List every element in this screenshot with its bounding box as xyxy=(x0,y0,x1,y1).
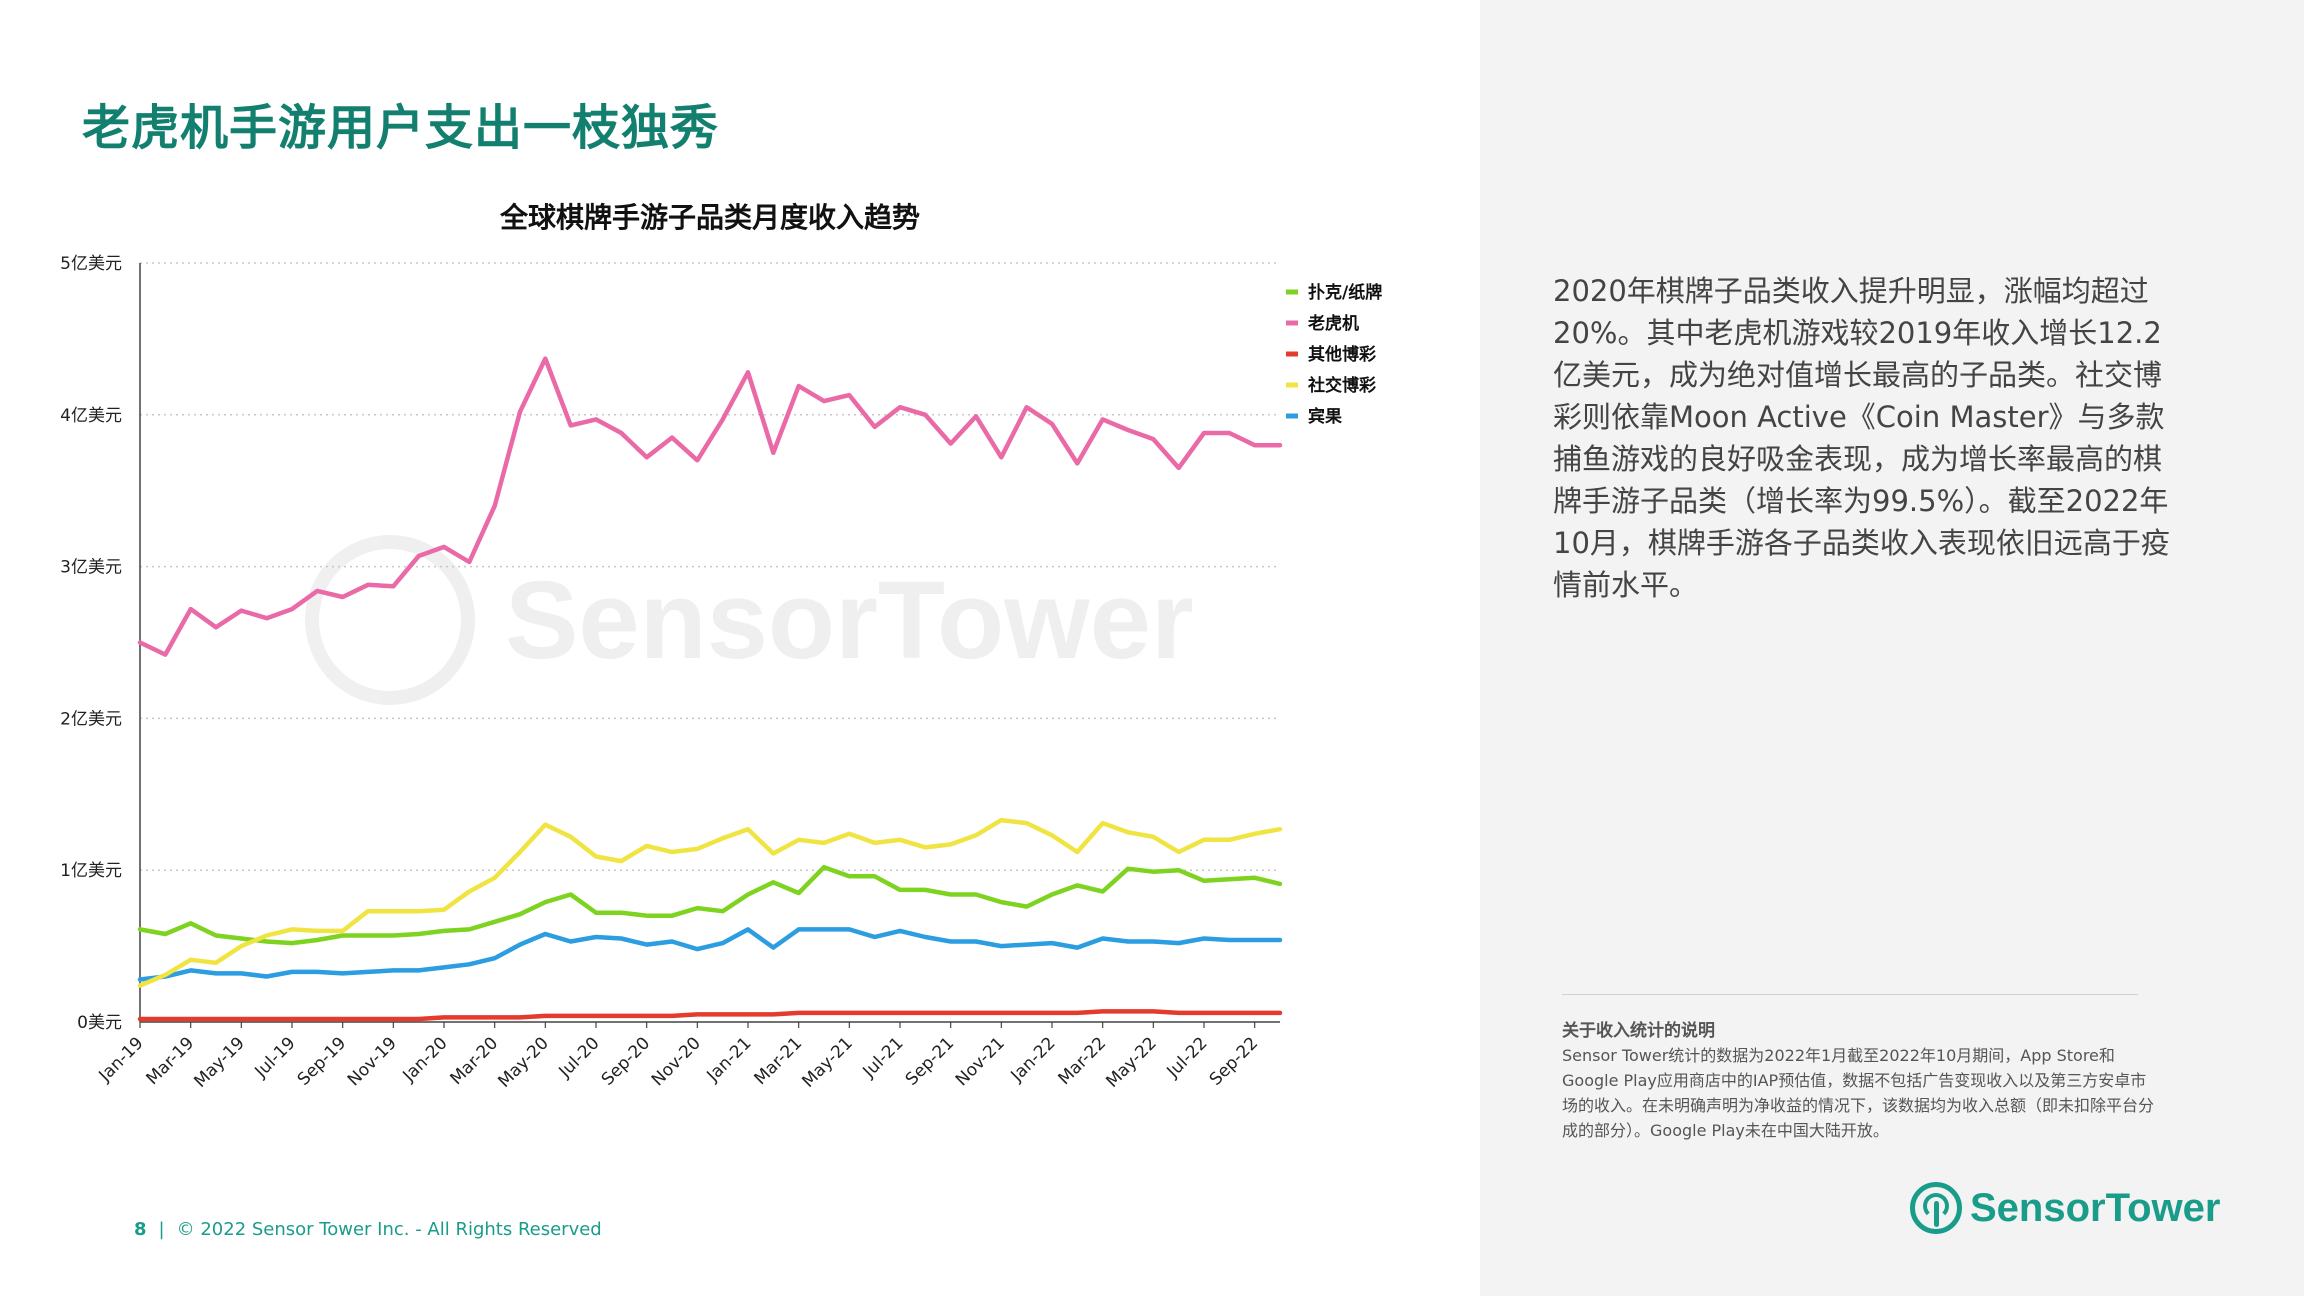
y-tick-label: 2亿美元 xyxy=(60,709,122,729)
x-tick-label: Jul-19 xyxy=(251,1033,300,1082)
x-tick-label: Jan-19 xyxy=(95,1033,148,1086)
x-tick-label: Sep-19 xyxy=(294,1033,350,1089)
x-tick-label: Mar-20 xyxy=(447,1033,503,1089)
body-paragraph: 2020年棋牌子品类收入提升明显，涨幅均超过20%。其中老虎机游戏较2019年收… xyxy=(1553,274,2170,602)
x-tick-label: Nov-20 xyxy=(648,1033,705,1090)
series-line xyxy=(137,864,1283,946)
x-tick-label: Sep-20 xyxy=(598,1033,654,1089)
x-tick-label: Mar-21 xyxy=(751,1033,807,1089)
note-text: Sensor Tower统计的数据为2022年1月截至2022年10月期间，Ap… xyxy=(1562,1046,2155,1140)
logo-text: SensorTower xyxy=(1970,1185,2221,1230)
footer-copyright: © 2022 Sensor Tower Inc. - All Rights Re… xyxy=(176,1219,602,1240)
x-tick-label: Jan-21 xyxy=(703,1033,756,1086)
x-tick-label: Jan-20 xyxy=(399,1033,452,1086)
legend-label: 其他博彩 xyxy=(1308,344,1376,365)
legend-label: 社交博彩 xyxy=(1307,375,1376,396)
x-tick-label: Nov-21 xyxy=(952,1033,1009,1090)
x-tick-label: Jul-21 xyxy=(859,1033,908,1082)
page-title: 老虎机手游用户支出一枝独秀 xyxy=(82,100,720,156)
legend-label: 扑克/纸牌 xyxy=(1308,282,1382,303)
y-tick-label: 4亿美元 xyxy=(60,406,122,426)
x-tick-label: Sep-21 xyxy=(902,1033,958,1089)
y-tick-label: 3亿美元 xyxy=(60,558,122,578)
x-tick-label: May-21 xyxy=(798,1033,856,1091)
y-tick-label: 0美元 xyxy=(77,1013,122,1033)
x-tick-label: Mar-19 xyxy=(143,1033,199,1089)
x-tick-label: Jan-22 xyxy=(1007,1033,1060,1086)
series-line xyxy=(137,356,1283,657)
chart-title: 全球棋牌手游子品类月度收入趋势 xyxy=(499,201,920,234)
legend-label: 宾果 xyxy=(1308,406,1342,427)
x-tick-label: May-19 xyxy=(190,1033,248,1091)
legend-label: 老虎机 xyxy=(1307,313,1359,334)
line-chart: 0美元 1亿美元 2亿美元 3亿美元 4亿美元 5亿美元 Jan-19Mar-19May-1… xyxy=(60,254,1382,1092)
left-panel xyxy=(0,0,1480,1296)
sensor-tower-icon xyxy=(1910,1182,1962,1234)
series-line xyxy=(137,1009,1283,1022)
note-title: 关于收入统计的说明 xyxy=(1562,1021,1715,1041)
y-tick-label: 1亿美元 xyxy=(60,861,122,881)
divider xyxy=(1562,994,2138,995)
series-line xyxy=(137,927,1283,982)
series-line xyxy=(137,817,1283,988)
footer: 8 | © 2022 Sensor Tower Inc. - All Rights … xyxy=(134,1219,602,1240)
footer-separator: | xyxy=(158,1219,165,1240)
x-tick-label: Jul-20 xyxy=(555,1033,604,1082)
x-tick-label: May-20 xyxy=(494,1033,552,1091)
right-panel xyxy=(1480,0,2304,1296)
x-tick-label: Jul-22 xyxy=(1163,1033,1212,1082)
x-tick-label: Sep-22 xyxy=(1206,1033,1262,1089)
x-tick-label: Nov-19 xyxy=(344,1033,401,1090)
x-tick-label: Mar-22 xyxy=(1055,1033,1111,1089)
sensor-tower-logo: SensorTower xyxy=(1910,1182,2220,1234)
page-number: 8 xyxy=(134,1219,147,1240)
x-tick-label: May-22 xyxy=(1102,1033,1160,1091)
y-tick-label: 5亿美元 xyxy=(60,254,122,274)
